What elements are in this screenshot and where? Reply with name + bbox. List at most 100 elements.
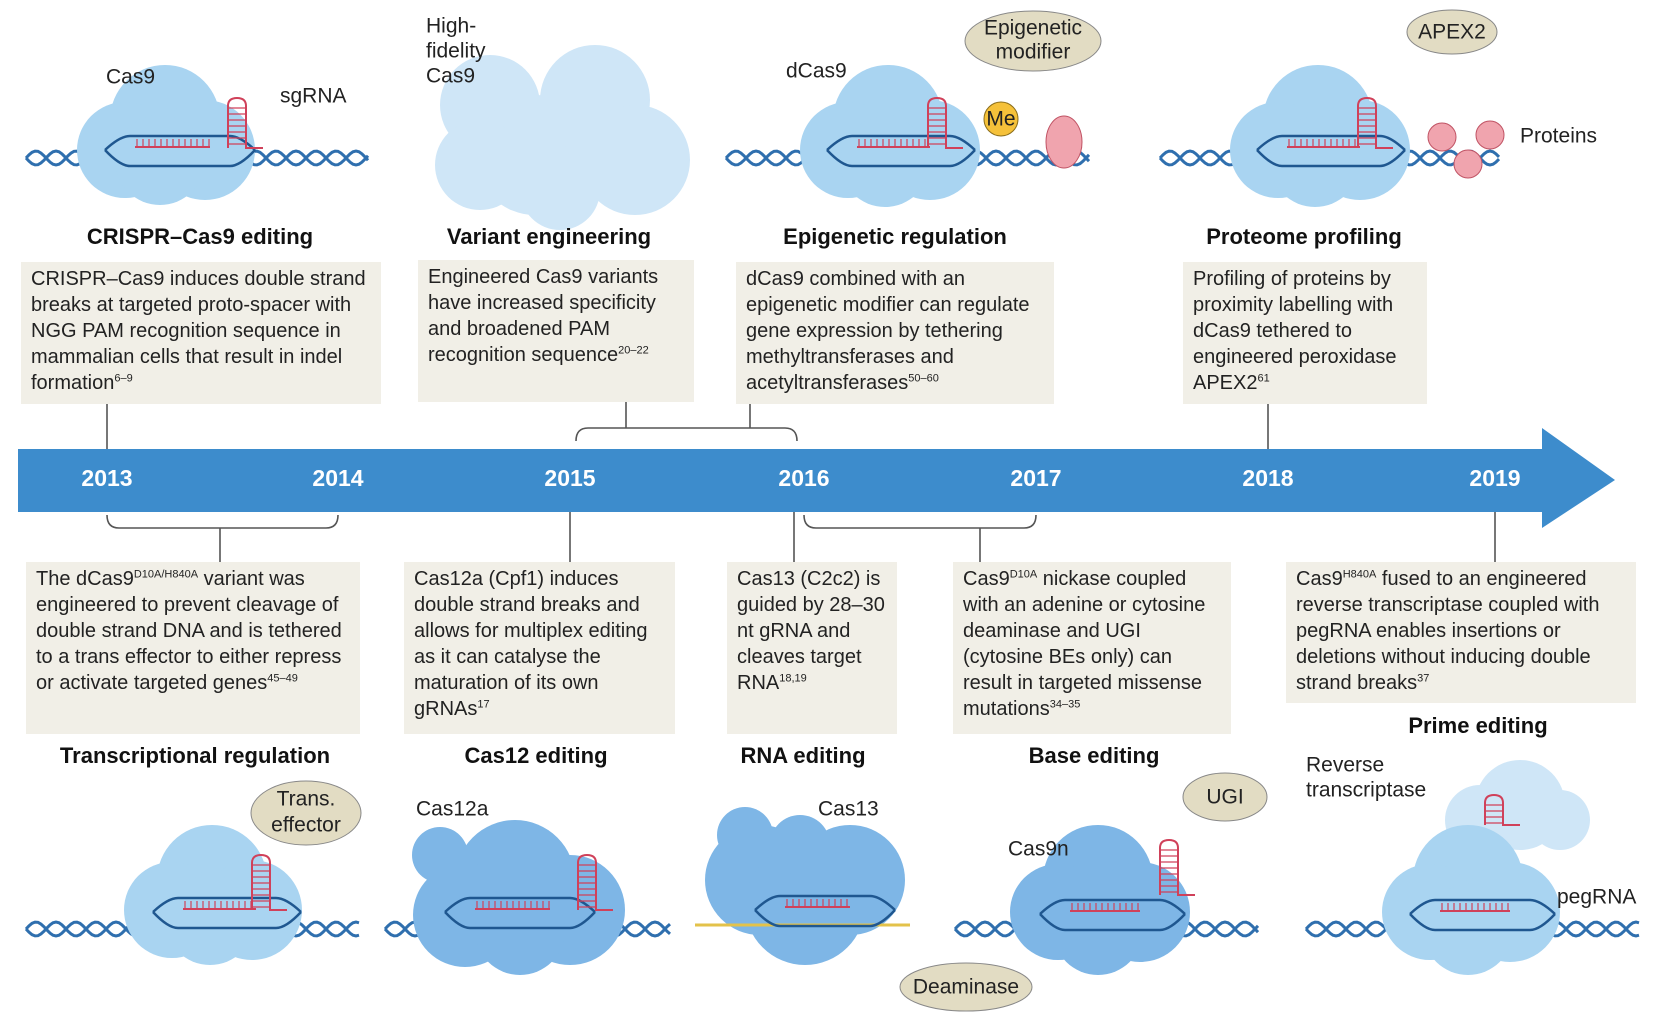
reference: 18,19 <box>779 672 807 685</box>
label: dCas9 <box>786 60 847 83</box>
description-text: Cas9 <box>963 568 1010 590</box>
illustrations <box>24 9 1640 1012</box>
label: sgRNA <box>280 85 347 108</box>
description-text: CRISPR–Cas9 induces double strand breaks… <box>31 268 366 394</box>
reference: H840A <box>1342 568 1377 581</box>
label: Reverse <box>1306 754 1384 777</box>
year: 2016 <box>778 465 829 491</box>
reference: 6–9 <box>114 372 133 385</box>
description: Engineered Cas9 variants have increased … <box>418 260 694 402</box>
reference: 45–49 <box>267 672 298 685</box>
protein <box>1530 790 1590 850</box>
description-text: fused to an engineered reverse transcrip… <box>1296 568 1600 694</box>
protein-target <box>1475 120 1505 150</box>
year: 2014 <box>312 465 363 491</box>
reference: D10A/H840A <box>133 568 199 581</box>
description-text: nickase coupled with an adenine or cytos… <box>963 568 1206 720</box>
protein-target <box>1427 122 1457 152</box>
protein <box>520 150 600 230</box>
description-text: Profiling of proteins by proximity label… <box>1193 268 1397 394</box>
description: Cas9D10A nickase coupled with an adenine… <box>953 562 1231 734</box>
reference: 20–22 <box>618 344 649 357</box>
description-text: dCas9 combined with an epigenetic modifi… <box>746 268 1030 394</box>
year: 2019 <box>1469 465 1520 491</box>
dna-bubble <box>152 896 302 930</box>
label: High- <box>426 15 476 38</box>
hairpin <box>227 96 263 149</box>
label: Cas13 <box>818 798 879 821</box>
description: The dCas9D10A/H840A variant was engineer… <box>26 562 360 734</box>
nucleosome <box>1045 115 1083 169</box>
hairpin <box>1357 96 1393 149</box>
label: pegRNA <box>1557 886 1636 909</box>
description: CRISPR–Cas9 induces double strand breaks… <box>21 262 381 404</box>
panel-title: Variant engineering <box>447 224 651 249</box>
label: Epigenetic <box>984 17 1082 40</box>
description: dCas9 combined with an epigenetic modifi… <box>736 262 1054 404</box>
apex2 <box>1406 9 1498 55</box>
panel-title: Base editing <box>1029 743 1160 768</box>
hairpin <box>577 853 613 911</box>
protein <box>840 117 930 207</box>
label: Trans. <box>277 788 336 811</box>
label: Cas9n <box>1008 838 1069 861</box>
description-text: Cas12a (Cpf1) induces double strand brea… <box>414 568 648 720</box>
hairpin <box>251 853 287 911</box>
panel-title: Proteome profiling <box>1206 224 1402 249</box>
description-text: Cas13 (C2c2) is guided by 28–30 nt gRNA … <box>737 568 885 694</box>
panel-title: Epigenetic regulation <box>783 224 1007 249</box>
panel-title: CRISPR–Cas9 editing <box>87 224 313 249</box>
description: Profiling of proteins by proximity label… <box>1183 262 1427 404</box>
protein-target <box>1453 149 1483 179</box>
protein <box>435 120 525 210</box>
label: Cas9 <box>426 65 475 88</box>
description-text: Engineered Cas9 variants have increased … <box>428 266 659 366</box>
hairpin <box>1484 793 1520 826</box>
label: APEX2 <box>1418 21 1486 44</box>
modifier <box>964 10 1102 72</box>
dna-bubble <box>1256 134 1406 168</box>
label: fidelity <box>426 40 486 63</box>
reference: 50–60 <box>908 372 939 385</box>
deaminase <box>899 962 1033 1012</box>
description-text: Cas9 <box>1296 568 1343 590</box>
hairpin <box>927 96 963 149</box>
labels: Cas9 sgRNA High- fidelity Cas9 dCas9 Epi… <box>106 15 1636 999</box>
hairpin <box>1159 838 1195 896</box>
protein <box>717 807 773 863</box>
label: Proteins <box>1520 125 1597 148</box>
label: modifier <box>996 41 1071 64</box>
methyl <box>983 101 1019 137</box>
reference: 61 <box>1257 372 1270 385</box>
description: Cas9H840A fused to an engineered reverse… <box>1286 562 1636 703</box>
label: transcriptase <box>1306 779 1426 802</box>
dna-bubble <box>444 896 596 930</box>
description: Cas12a (Cpf1) induces double strand brea… <box>404 562 675 734</box>
panel-title: RNA editing <box>740 743 865 768</box>
label: Deaminase <box>913 976 1019 999</box>
protein <box>412 827 468 883</box>
panel-title: Prime editing <box>1408 713 1547 738</box>
label: UGI <box>1206 786 1243 809</box>
reference: 37 <box>1417 672 1430 685</box>
protein <box>770 815 830 875</box>
reference: D10A <box>1009 568 1038 581</box>
dna-bubble <box>826 134 976 168</box>
description-text: variant was engineered to prevent cleava… <box>36 568 342 694</box>
connectors <box>106 402 1496 562</box>
dna-bubble <box>1039 898 1186 932</box>
label: Me <box>986 108 1015 131</box>
description-text: The dCas9 <box>36 568 134 590</box>
year: 2013 <box>81 465 132 491</box>
year: 2015 <box>544 465 595 491</box>
protein <box>165 875 255 965</box>
dna-bubble <box>1409 898 1556 932</box>
ugi <box>1182 772 1268 822</box>
protein <box>115 115 205 205</box>
year: 2018 <box>1242 465 1293 491</box>
reference: 17 <box>477 698 490 711</box>
timeline-arrow <box>18 428 1615 528</box>
year: 2017 <box>1010 465 1061 491</box>
